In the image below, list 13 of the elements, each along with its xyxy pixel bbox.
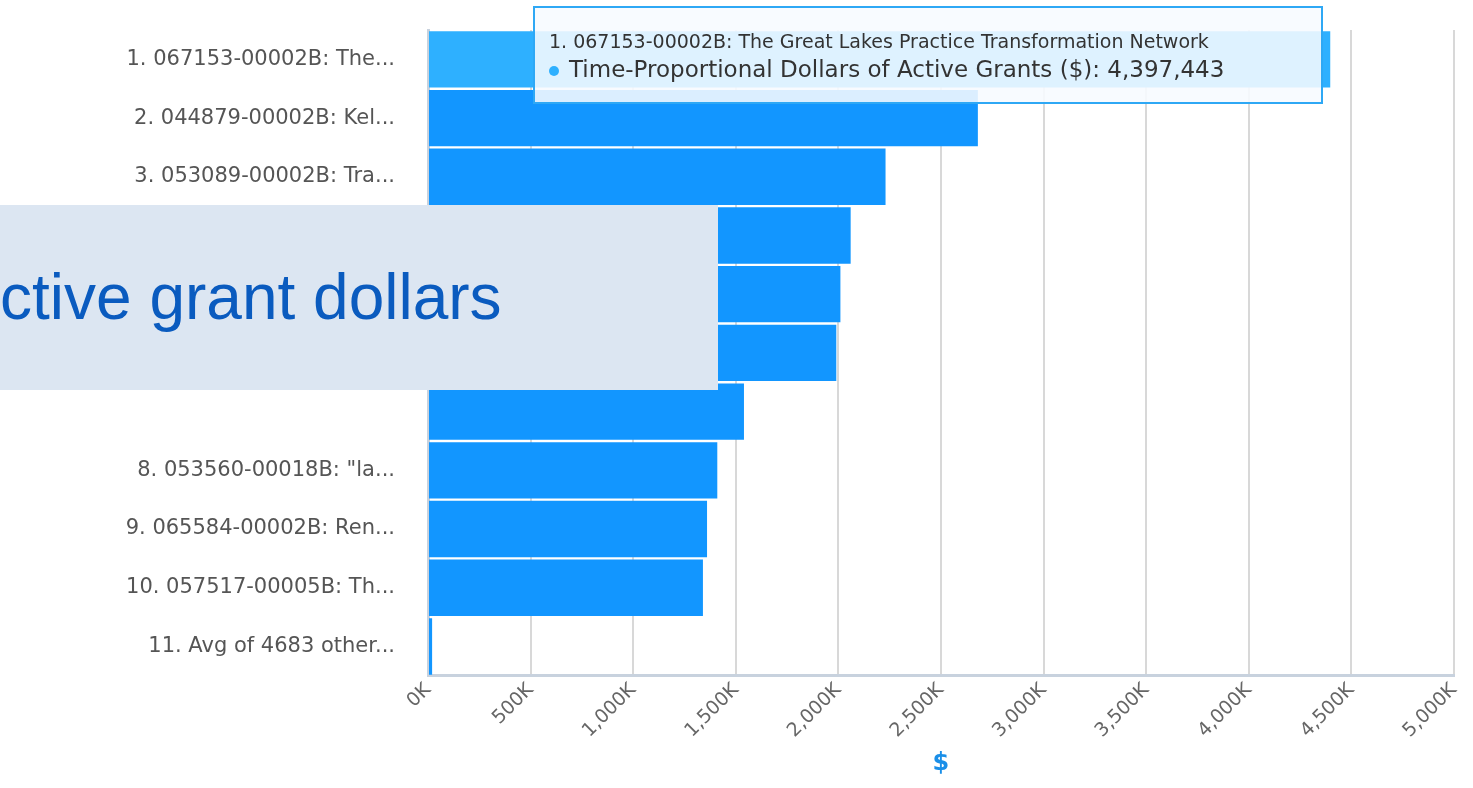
x-axis-title: $ [932, 747, 950, 776]
annotation: Time-Proportional Dollars of Active Grants ($): 4,397,443 [568, 56, 1226, 82]
y-tick-label: 1. 067153-00002B: The... [126, 45, 395, 70]
tooltip-box: 1. 067153-00002B: The Great Lakes Practice Transformation Network Time-Proportional Dollars of Active Grants ($): 4,397,443 [533, 6, 1323, 104]
y-tick-label: 10. 057517-00005B: Th... [126, 574, 395, 599]
y-tick-label: 11. Avg of 4683 other... [148, 632, 395, 657]
y-tick-label: 2. 044879-00002B: Kel... [134, 104, 395, 129]
y-tick-label: 9. 065584-00002B: Ren... [125, 515, 395, 540]
x-tick-label: 0K [401, 677, 435, 711]
y-tick-label: 8. 053560-00018B: "la... [137, 456, 395, 481]
title-box: ctive grant dollars [0, 205, 718, 390]
annotation: 1. 067153-00002B: The Great Lakes Practice Transformation Network [549, 30, 1210, 52]
y-tick-label: 3. 053089-00002B: Tra... [134, 163, 395, 188]
